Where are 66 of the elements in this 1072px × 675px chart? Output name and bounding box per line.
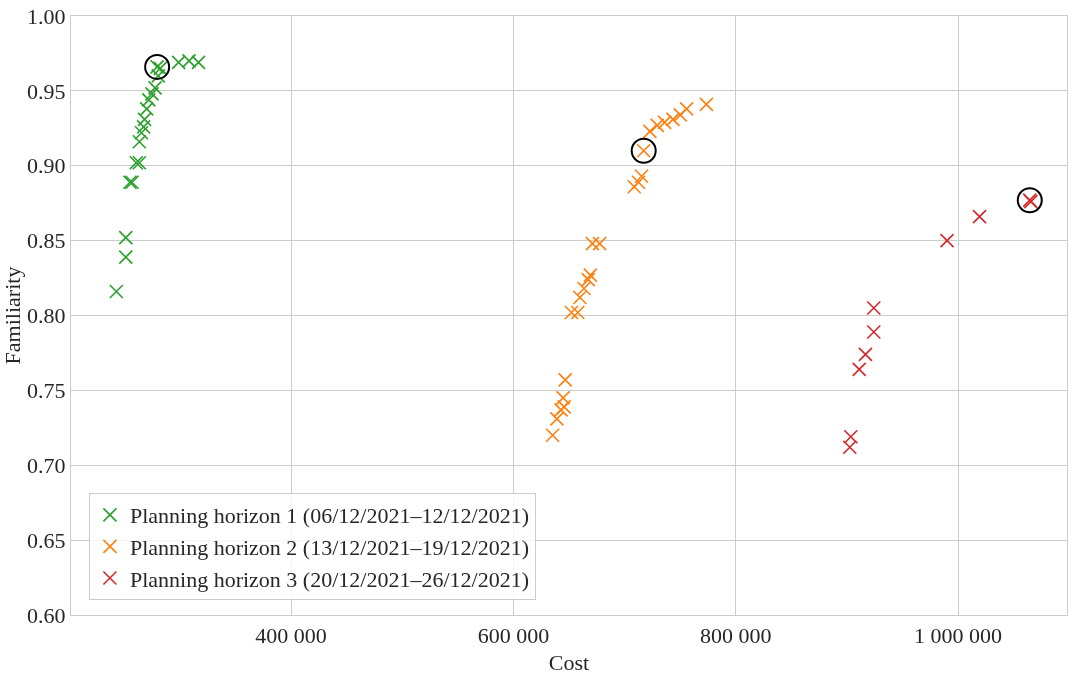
point xyxy=(545,428,560,443)
point xyxy=(134,125,149,141)
point xyxy=(580,272,596,287)
point xyxy=(866,300,882,316)
legend-label: Planning horizon 2 (13/12/2021–19/12/2021) xyxy=(129,535,529,561)
legend-label: Planning horizon 3 (20/12/2021–26/12/2021) xyxy=(129,566,529,592)
y-tick-label: 0.65 xyxy=(27,527,66,553)
point xyxy=(672,107,688,123)
point xyxy=(136,119,151,135)
point xyxy=(576,281,592,296)
point xyxy=(630,137,657,164)
point xyxy=(141,92,157,108)
point xyxy=(557,372,573,388)
point xyxy=(939,233,955,248)
point xyxy=(150,68,166,84)
point xyxy=(572,290,588,305)
point xyxy=(137,112,152,127)
point xyxy=(858,347,873,362)
point xyxy=(665,112,681,127)
point xyxy=(570,305,586,320)
point xyxy=(972,209,987,224)
point xyxy=(851,362,867,377)
point xyxy=(626,179,642,195)
point xyxy=(118,249,134,265)
point xyxy=(657,115,672,130)
legend-label: Planning horizon 1 (06/12/2021–12/12/2021) xyxy=(129,503,529,529)
point xyxy=(139,101,154,117)
point xyxy=(642,124,658,139)
point xyxy=(699,97,714,112)
y-tick-label: 0.95 xyxy=(27,78,66,104)
point xyxy=(564,305,579,320)
y-tick-label: 0.70 xyxy=(27,452,66,478)
x-tick-label: 600 000 xyxy=(477,622,550,648)
point xyxy=(144,86,160,102)
point xyxy=(109,284,124,299)
point xyxy=(118,230,134,245)
y-tick-label: 0.90 xyxy=(27,153,66,179)
x-tick-label: 800 000 xyxy=(699,622,772,648)
y-tick-label: 0.60 xyxy=(27,602,66,628)
point xyxy=(583,267,598,283)
y-tick-label: 0.80 xyxy=(27,303,66,329)
point xyxy=(1016,187,1043,214)
point xyxy=(842,439,858,455)
point xyxy=(549,411,565,427)
point xyxy=(555,390,571,406)
point xyxy=(147,80,163,96)
point xyxy=(132,134,147,150)
point xyxy=(843,429,859,445)
point xyxy=(592,236,607,251)
x-axis-title: Cost xyxy=(548,650,590,675)
point xyxy=(631,174,646,190)
y-tick-label: 0.85 xyxy=(27,228,66,254)
point xyxy=(144,53,171,80)
point xyxy=(132,155,147,171)
y-tick-label: 1.00 xyxy=(27,3,66,29)
y-axis-title: Familiarity xyxy=(0,266,25,365)
x-tick-label: 1 000 000 xyxy=(914,622,1003,648)
point xyxy=(649,118,665,133)
point xyxy=(191,55,206,70)
point xyxy=(128,155,144,171)
x-tick-label: 400 000 xyxy=(255,622,327,648)
point xyxy=(679,101,694,117)
point xyxy=(585,236,600,251)
point xyxy=(634,168,649,184)
point xyxy=(866,324,882,340)
y-tick-label: 0.75 xyxy=(27,378,66,404)
